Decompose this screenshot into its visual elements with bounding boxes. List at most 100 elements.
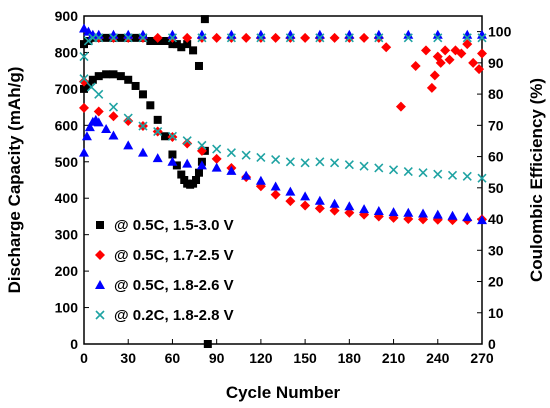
x-axis-title: Cycle Number [226, 383, 341, 402]
x-tick-label: 0 [80, 350, 88, 366]
efficiency-point [189, 46, 198, 55]
y-tick-label: 400 [55, 190, 79, 206]
efficiency-point [172, 40, 181, 49]
y2-tick-label: 20 [488, 274, 504, 290]
efficiency-point [440, 45, 451, 56]
x-tick-label: 90 [209, 350, 225, 366]
legend-label: @ 0.5C, 1.5-3.0 V [114, 217, 234, 234]
capacity-point [84, 122, 95, 132]
capacity-point [182, 136, 192, 146]
legend-marker [96, 221, 104, 229]
capacity-point [153, 115, 162, 124]
efficiency-point [456, 48, 467, 59]
efficiency-point [444, 54, 455, 65]
efficiency-point [94, 33, 104, 43]
capacity-point [168, 150, 177, 159]
capacity-point [314, 195, 325, 205]
capacity-point [241, 170, 252, 180]
efficiency-point [300, 32, 311, 43]
efficiency-point [381, 42, 392, 53]
y2-tick-label: 30 [488, 242, 504, 258]
capacity-point [88, 75, 97, 84]
x-tick-label: 30 [120, 350, 136, 366]
efficiency-point [146, 36, 155, 45]
capacity-point [388, 207, 399, 217]
capacity-point [146, 101, 155, 110]
capacity-point [108, 111, 119, 122]
capacity-point [359, 204, 370, 214]
capacity-point [79, 74, 89, 84]
capacity-point [314, 203, 325, 214]
efficiency-point [374, 33, 384, 43]
capacity-point [93, 106, 104, 117]
capacity-point [477, 215, 487, 225]
capacity-point [418, 208, 429, 218]
capacity-point [344, 201, 355, 211]
efficiency-point [256, 33, 266, 43]
capacity-point [211, 153, 222, 164]
efficiency-point [183, 40, 192, 49]
efficiency-point [161, 36, 170, 45]
efficiency-point [138, 33, 148, 43]
y-tick-label: 800 [55, 44, 79, 60]
legend-marker [95, 310, 105, 320]
efficiency-point [410, 60, 421, 71]
capacity-point [270, 189, 281, 200]
efficiency-point [429, 70, 440, 81]
capacity-point [300, 200, 311, 211]
efficiency-point [203, 340, 212, 348]
y-tick-label: 200 [55, 263, 79, 279]
efficiency-point [395, 101, 406, 112]
efficiency-point [462, 33, 472, 43]
capacity-point [79, 147, 89, 157]
efficiency-point [168, 40, 177, 49]
capacity-point [271, 155, 281, 165]
series-3 [79, 23, 487, 225]
efficiency-point [359, 32, 370, 43]
efficiency-point [426, 82, 437, 93]
capacity-point [270, 181, 281, 191]
y2-tick-label: 50 [488, 180, 504, 196]
marks-layer [79, 15, 487, 348]
capacity-point [477, 173, 487, 183]
y-tick-label: 500 [55, 154, 79, 170]
capacity-point [462, 171, 472, 181]
capacity-point [374, 163, 384, 173]
efficiency-point [344, 33, 354, 43]
efficiency-point [194, 61, 203, 70]
capacity-point [94, 72, 103, 81]
efficiency-point [197, 33, 207, 43]
legend-marker [95, 250, 105, 260]
capacity-point [329, 198, 340, 208]
efficiency-point [420, 45, 431, 56]
capacity-point [124, 75, 133, 84]
legend-label: @ 0.2C, 1.8-2.8 V [114, 307, 234, 324]
x-tick-label: 270 [470, 350, 494, 366]
capacity-point [182, 158, 193, 168]
efficiency-point [177, 43, 186, 52]
efficiency-point [468, 57, 479, 68]
efficiency-point [108, 33, 119, 43]
capacity-point [196, 160, 207, 170]
y2-tick-label: 10 [488, 305, 504, 321]
series-1 [80, 15, 212, 348]
y-tick-label: 0 [70, 336, 78, 352]
y-tick-label: 700 [55, 81, 79, 97]
efficiency-point [102, 33, 111, 42]
efficiency-point [462, 39, 473, 50]
legend: @ 0.5C, 1.5-3.0 V @ 0.5C, 1.7-2.5 V @ 0.5C… [95, 217, 234, 324]
capacity-point [81, 131, 92, 141]
efficiency-point [285, 33, 295, 43]
capacity-point [285, 196, 296, 207]
efficiency-point [167, 33, 178, 43]
capacity-point [86, 82, 96, 92]
efficiency-point [477, 33, 487, 43]
x-tick-label: 240 [426, 350, 450, 366]
capacity-point [177, 170, 186, 179]
capacity-point [102, 70, 111, 79]
capacity-point [226, 148, 236, 158]
capacity-point [167, 156, 178, 166]
capacity-point [123, 115, 134, 126]
x-tick-label: 210 [382, 350, 406, 366]
